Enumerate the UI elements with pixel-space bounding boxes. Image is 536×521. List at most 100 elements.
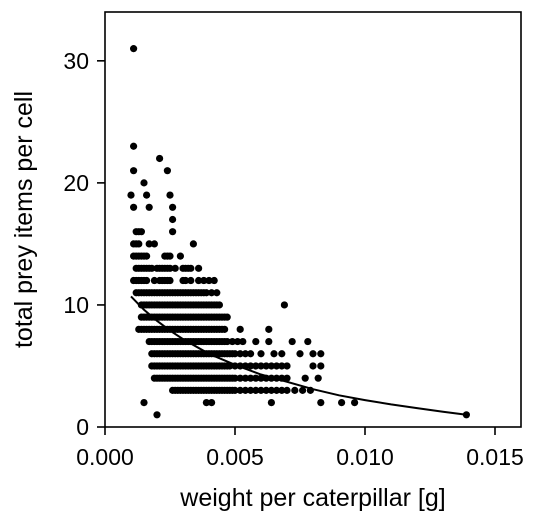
- data-point: [137, 228, 145, 236]
- data-point: [231, 350, 239, 358]
- fit-curve: [130, 295, 467, 416]
- data-point: [140, 179, 148, 187]
- data-point: [247, 350, 255, 358]
- data-point: [145, 203, 153, 211]
- data-point: [241, 350, 249, 358]
- data-point: [265, 337, 273, 346]
- data-point: [202, 289, 210, 297]
- data-point: [169, 215, 177, 224]
- data-point: [228, 337, 236, 346]
- data-point: [291, 386, 299, 394]
- data-point: [200, 276, 208, 285]
- data-point: [234, 337, 242, 346]
- data-point: [223, 337, 231, 346]
- data-point: [223, 313, 231, 321]
- data-point: [270, 350, 278, 358]
- data-point: [309, 362, 317, 370]
- data-point: [135, 240, 143, 248]
- data-point: [148, 264, 156, 272]
- data-point: [166, 264, 174, 272]
- data-point: [130, 142, 138, 150]
- data-point: [296, 350, 304, 358]
- plot-frame: [104, 11, 522, 428]
- x-tick-label: 0.000: [76, 444, 134, 470]
- data-point: [163, 167, 171, 175]
- data-point: [252, 374, 260, 382]
- data-point: [283, 374, 291, 382]
- data-point: [278, 362, 286, 370]
- data-point: [262, 386, 270, 394]
- data-point: [182, 276, 190, 285]
- data-point: [171, 264, 179, 272]
- data-point: [236, 386, 244, 394]
- data-point: [278, 386, 286, 394]
- data-point: [166, 252, 174, 260]
- data-point: [202, 398, 210, 407]
- data-point: [267, 398, 275, 407]
- data-point: [208, 289, 216, 297]
- data-point: [205, 276, 213, 285]
- data-point: [252, 337, 260, 346]
- y-tick-label: 0: [76, 414, 89, 440]
- y-axis: 0 10 20 30: [63, 48, 105, 440]
- data-point: [210, 276, 218, 285]
- data-point: [215, 301, 223, 309]
- data-point: [317, 398, 325, 407]
- data-point: [153, 411, 161, 419]
- data-point: [247, 362, 255, 370]
- data-point: [166, 191, 174, 199]
- data-point: [273, 386, 281, 394]
- data-point: [130, 203, 138, 211]
- data-point: [213, 289, 221, 297]
- data-points: [127, 45, 470, 419]
- data-point: [143, 276, 151, 285]
- data-point: [304, 337, 312, 346]
- data-point: [309, 350, 317, 358]
- data-point: [314, 374, 322, 382]
- data-point: [241, 386, 249, 394]
- data-point: [187, 264, 195, 272]
- data-point: [208, 398, 216, 407]
- data-point: [257, 386, 265, 394]
- x-tick-label: 0.015: [466, 444, 524, 470]
- x-tick-label: 0.005: [206, 444, 264, 470]
- y-tick-label: 20: [63, 170, 89, 196]
- data-point: [166, 276, 174, 285]
- data-point: [317, 350, 325, 358]
- data-point: [236, 350, 244, 358]
- data-point: [156, 154, 164, 163]
- data-point: [267, 386, 275, 394]
- x-tick-label: 0.010: [336, 444, 394, 470]
- data-point: [265, 325, 273, 333]
- data-point: [278, 350, 286, 358]
- data-point: [317, 362, 325, 370]
- data-point: [257, 374, 265, 382]
- data-point: [301, 374, 309, 382]
- data-point: [247, 386, 255, 394]
- data-point: [143, 252, 151, 260]
- y-tick-label: 10: [63, 292, 89, 318]
- data-point: [283, 386, 291, 394]
- data-point: [140, 398, 148, 407]
- data-point: [231, 374, 239, 382]
- data-point: [236, 374, 244, 382]
- data-point: [241, 374, 249, 382]
- data-point: [187, 276, 195, 285]
- data-point: [189, 240, 197, 248]
- x-axis: 0.000 0.005 0.010 0.015: [76, 427, 524, 470]
- data-point: [150, 240, 158, 248]
- data-point: [257, 362, 265, 370]
- data-point: [267, 362, 275, 370]
- data-point: [288, 337, 296, 346]
- data-point: [351, 398, 359, 407]
- data-point: [247, 374, 255, 382]
- data-point: [130, 167, 138, 175]
- data-point: [145, 240, 153, 248]
- data-point: [236, 325, 244, 333]
- data-point: [273, 362, 281, 370]
- data-point: [262, 362, 270, 370]
- y-axis-title: total prey items per cell: [10, 91, 38, 348]
- data-point: [280, 301, 288, 309]
- data-point: [252, 386, 260, 394]
